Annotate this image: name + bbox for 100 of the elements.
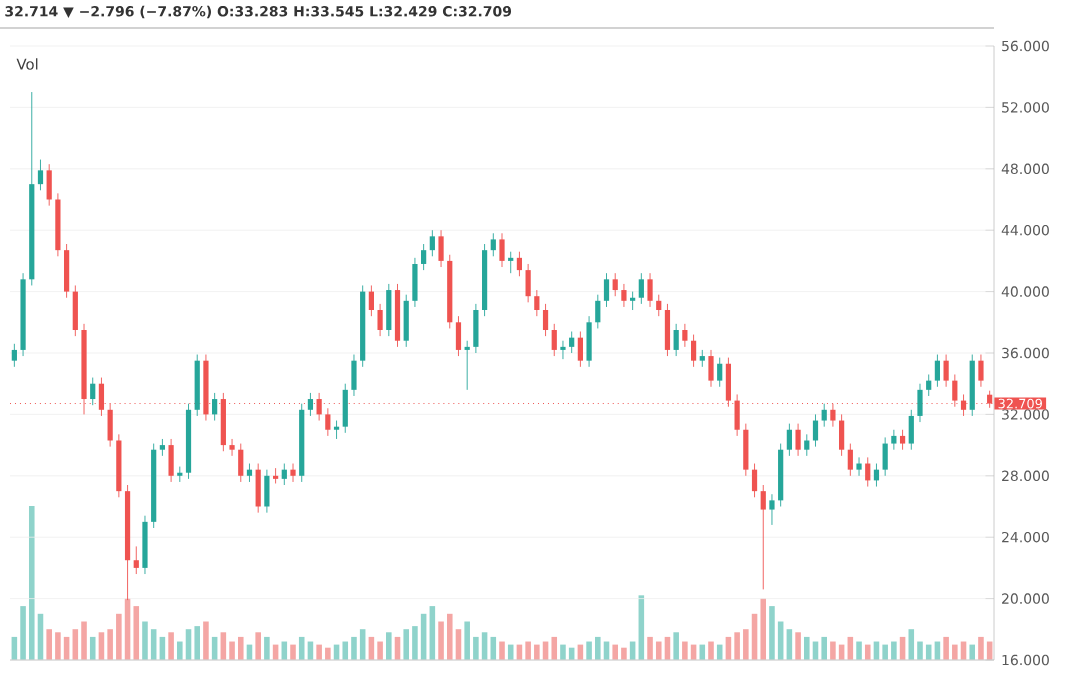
candlestick xyxy=(37,159,44,191)
bar xyxy=(133,606,140,660)
candlestick xyxy=(812,413,819,448)
candlestick xyxy=(490,232,496,257)
candlestick xyxy=(821,403,827,428)
candlestick xyxy=(421,243,427,271)
bar xyxy=(386,632,392,660)
candlestick xyxy=(90,377,96,406)
candlestick xyxy=(839,413,845,457)
bar xyxy=(551,636,558,660)
candlestick xyxy=(229,438,235,457)
bar xyxy=(507,644,514,660)
candlestick xyxy=(551,323,557,357)
candlestick xyxy=(438,229,444,268)
candlestick xyxy=(455,315,462,357)
bar xyxy=(821,636,827,660)
bar xyxy=(804,636,810,660)
bar xyxy=(830,641,836,660)
candlestick xyxy=(690,334,697,368)
candlestick xyxy=(72,285,78,337)
bar xyxy=(290,644,296,660)
candlestick xyxy=(934,354,941,388)
bar xyxy=(769,606,775,660)
candlestick xyxy=(351,354,357,397)
candlestick xyxy=(403,294,409,348)
bar xyxy=(168,632,174,660)
candlestick xyxy=(333,420,340,440)
candlestick xyxy=(516,251,523,277)
candlestick xyxy=(760,484,766,590)
candlestick xyxy=(595,294,601,329)
bar xyxy=(655,641,662,660)
candlestick xyxy=(638,272,644,305)
candlestick xyxy=(325,407,331,437)
candlestick xyxy=(508,251,514,274)
candlestick xyxy=(386,283,392,337)
candlestick xyxy=(377,303,383,337)
candlestick xyxy=(238,443,244,483)
bar xyxy=(237,636,244,660)
candlestick xyxy=(464,340,470,391)
candlestick xyxy=(473,303,479,354)
candlestick xyxy=(281,463,287,486)
candlestick xyxy=(847,443,853,477)
candlestick xyxy=(212,392,218,421)
bar xyxy=(560,644,566,660)
bar xyxy=(499,641,505,660)
bar xyxy=(969,644,976,660)
candlestick xyxy=(786,423,792,457)
candlestick xyxy=(499,232,505,268)
candlestick xyxy=(412,257,418,308)
candlestick xyxy=(168,438,174,483)
candlestick xyxy=(804,433,810,457)
candlestick xyxy=(133,545,139,575)
candlestick xyxy=(246,463,253,483)
candlestick xyxy=(621,283,627,308)
candlestick xyxy=(647,272,653,308)
candlestick xyxy=(899,429,906,451)
candlestick xyxy=(795,423,801,457)
candlestick xyxy=(865,456,871,487)
candlestick xyxy=(708,349,714,388)
candlestick xyxy=(63,243,70,299)
candlestick xyxy=(882,436,888,477)
bar xyxy=(28,506,35,660)
bar xyxy=(856,641,862,660)
candlestick xyxy=(342,383,348,434)
bar xyxy=(708,641,714,660)
bar xyxy=(203,621,209,660)
candlestick xyxy=(569,331,575,354)
candlestick xyxy=(673,323,679,357)
candlestick xyxy=(429,229,435,257)
candlestick xyxy=(612,272,618,297)
bar xyxy=(760,598,767,660)
bar xyxy=(864,644,871,660)
candlestick xyxy=(943,354,949,388)
candlestick xyxy=(978,354,984,388)
bar xyxy=(682,641,688,660)
candlestick xyxy=(586,315,592,368)
bar xyxy=(255,632,261,660)
candlestick xyxy=(290,463,296,483)
bar xyxy=(342,641,349,660)
candlestick xyxy=(717,357,723,388)
candlestick xyxy=(769,493,775,526)
candlestick xyxy=(630,291,636,311)
candlestick xyxy=(525,263,531,303)
candlestick xyxy=(856,456,862,477)
bar xyxy=(978,636,984,660)
candlestick xyxy=(577,331,583,368)
candlestick xyxy=(46,163,52,207)
candlestick xyxy=(743,423,749,477)
candlestick xyxy=(891,429,897,451)
bar xyxy=(795,632,801,660)
candlestick xyxy=(368,285,374,317)
candlestick xyxy=(656,294,662,317)
candlestick xyxy=(142,515,148,575)
candlestick xyxy=(908,409,914,451)
bar xyxy=(298,636,305,660)
bar xyxy=(89,636,96,660)
candlestick xyxy=(534,289,540,317)
bar xyxy=(377,641,383,660)
candlestick xyxy=(307,392,314,417)
bar xyxy=(142,621,148,660)
